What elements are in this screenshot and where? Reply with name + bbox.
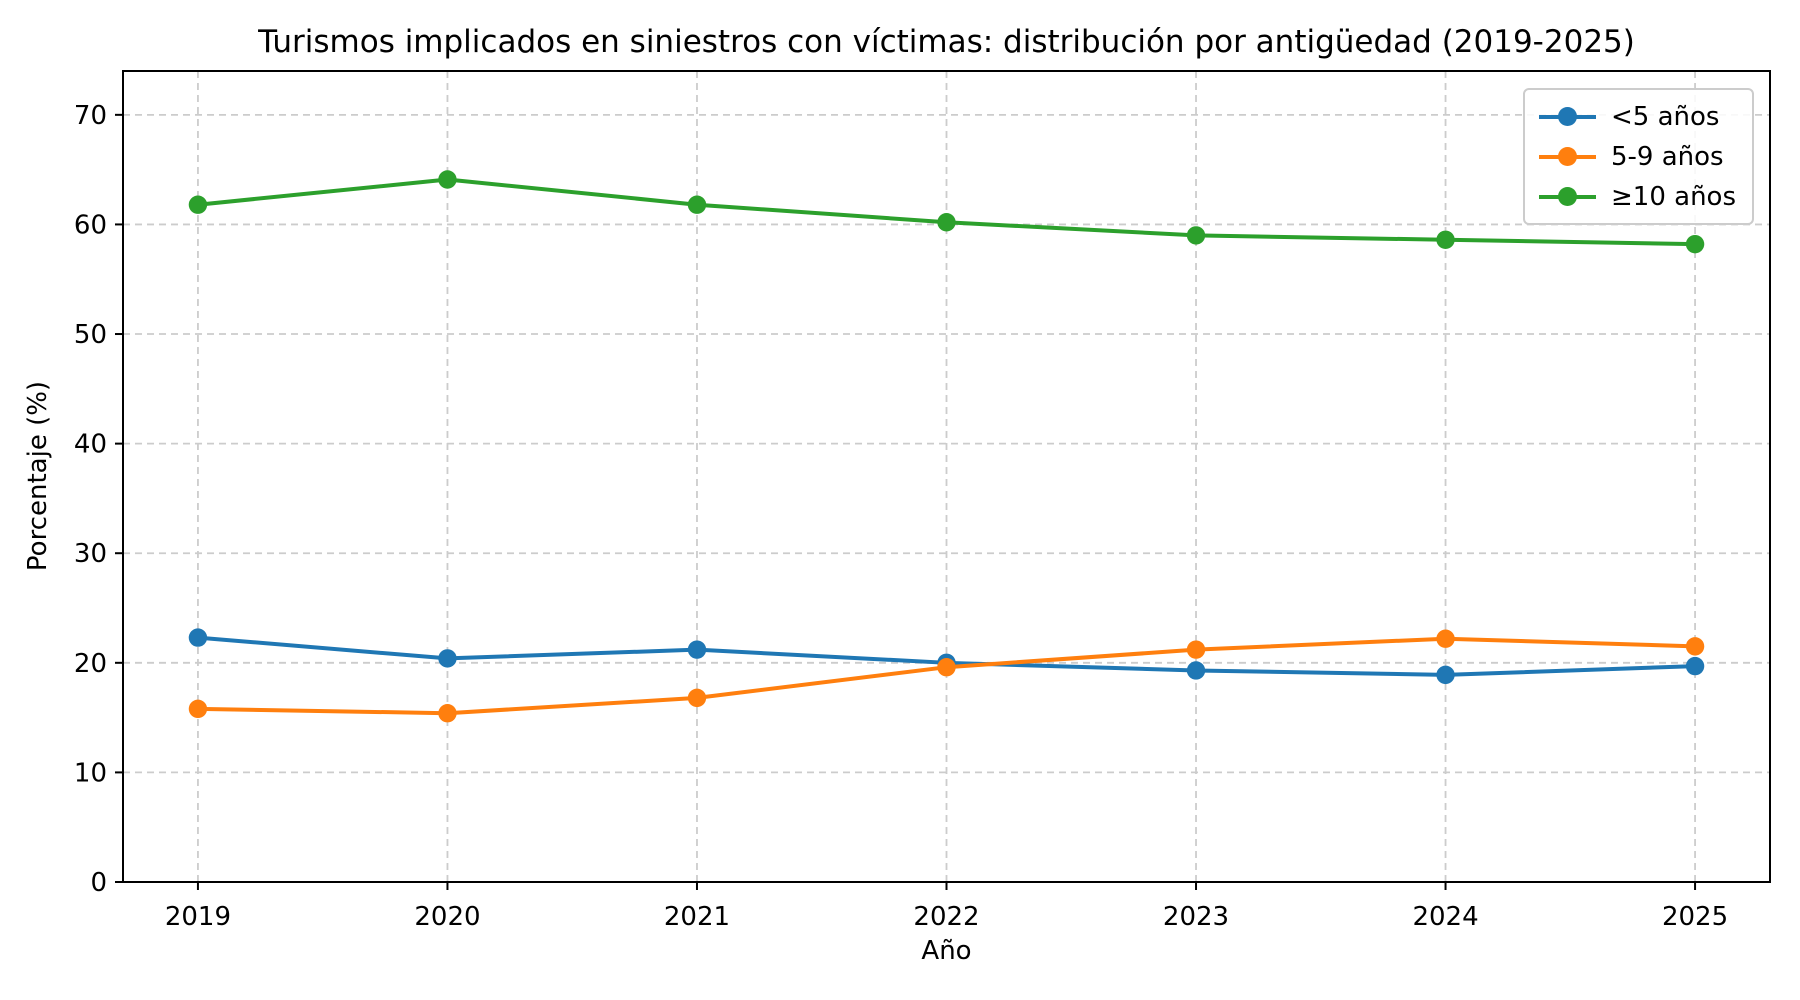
y-tick-label: 0	[90, 868, 107, 898]
x-tick-label: 2019	[165, 902, 231, 932]
legend-row: ≥10 años	[1539, 179, 1736, 214]
data-point-marker	[188, 628, 208, 647]
data-point-marker	[438, 704, 457, 723]
legend: <5 años 5-9 años ≥10 años	[1523, 88, 1754, 225]
data-point-marker	[1685, 656, 1705, 676]
data-point-marker	[438, 170, 457, 189]
y-tick-label: 10	[74, 758, 107, 788]
data-point-marker	[687, 640, 707, 659]
chart-title: Turismos implicados en siniestros con ví…	[258, 24, 1635, 60]
legend-row: 5-9 años	[1539, 139, 1736, 174]
x-tick-label: 2023	[1163, 902, 1229, 932]
legend-line-marker-icon	[1539, 147, 1596, 166]
data-point-marker	[1436, 665, 1455, 685]
data-point-marker	[937, 657, 956, 677]
legend-line-marker-icon	[1539, 187, 1596, 206]
x-tick-label: 2022	[913, 902, 979, 932]
x-tick-label: 2024	[1412, 902, 1478, 932]
x-axis-label: Año	[921, 936, 972, 966]
data-point-marker	[1186, 226, 1206, 245]
data-point-marker	[1436, 629, 1455, 648]
x-tick-label: 2021	[664, 902, 730, 932]
y-tick-label: 20	[74, 649, 107, 679]
data-point-marker	[1685, 637, 1705, 656]
legend-line-marker-icon	[1539, 107, 1596, 126]
data-point-marker	[188, 699, 208, 719]
data-point-marker	[438, 649, 457, 668]
legend-label: ≥10 años	[1611, 181, 1736, 212]
data-point-marker	[1186, 661, 1206, 680]
x-tick-label: 2020	[414, 902, 480, 932]
legend-row: <5 años	[1539, 99, 1736, 134]
y-tick-label: 30	[74, 539, 107, 569]
data-point-marker	[687, 688, 707, 708]
y-axis-label: Porcentaje (%)	[23, 380, 53, 572]
legend-label: 5-9 años	[1611, 141, 1724, 172]
y-tick-label: 70	[74, 101, 107, 131]
data-point-marker	[1436, 230, 1455, 249]
x-tick-label: 2025	[1662, 902, 1728, 932]
data-point-marker	[1186, 640, 1206, 659]
y-tick-label: 50	[74, 320, 107, 350]
y-tick-label: 40	[74, 430, 107, 460]
data-point-marker	[1685, 234, 1705, 254]
legend-label: <5 años	[1611, 101, 1720, 132]
series-line	[195, 177, 1698, 247]
data-point-marker	[687, 195, 707, 214]
data-point-marker	[937, 213, 956, 232]
data-point-marker	[188, 195, 208, 214]
y-tick-label: 60	[74, 210, 107, 240]
